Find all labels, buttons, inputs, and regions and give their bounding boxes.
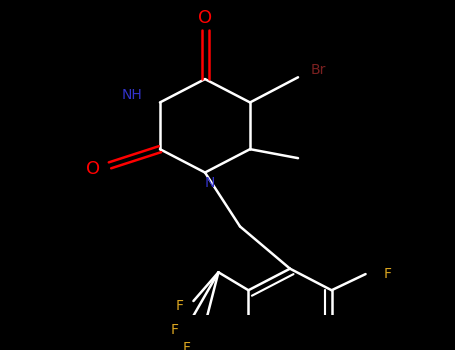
Text: F: F — [171, 323, 178, 337]
Text: O: O — [86, 160, 100, 178]
Text: O: O — [198, 9, 212, 27]
Text: F: F — [176, 299, 183, 313]
Text: F: F — [384, 267, 392, 281]
Text: NH: NH — [121, 88, 142, 102]
Text: F: F — [182, 341, 191, 350]
Text: Br: Br — [310, 63, 326, 77]
Text: N: N — [205, 176, 215, 190]
